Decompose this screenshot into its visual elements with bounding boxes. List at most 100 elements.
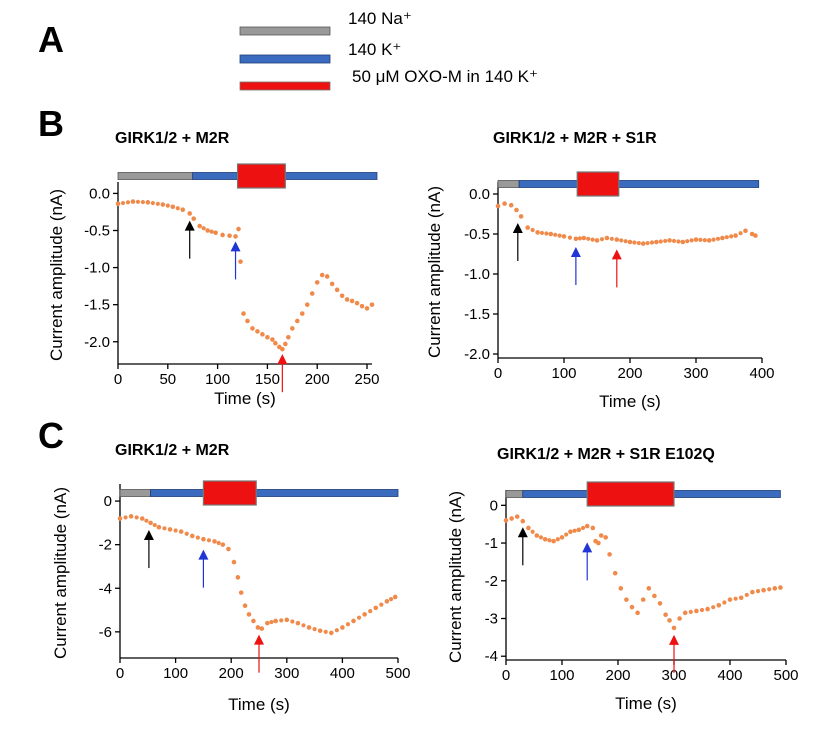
data-point	[526, 525, 531, 531]
data-point	[573, 236, 579, 242]
panel-letter-a: A	[38, 19, 64, 60]
oxo-m-box	[576, 171, 620, 197]
y-tick-label: -1.5	[464, 306, 490, 323]
data-point	[255, 625, 261, 630]
data-point	[568, 529, 573, 535]
data-point	[738, 595, 744, 601]
data-point	[584, 523, 590, 529]
data-point	[117, 516, 123, 521]
y-tick-label: -2.0	[84, 334, 110, 351]
data-point	[187, 211, 193, 216]
data-point-interp	[165, 203, 170, 208]
data-point	[534, 533, 540, 538]
data-point	[598, 533, 604, 538]
data-point-interp	[572, 528, 577, 533]
data-point	[654, 239, 659, 245]
black-arrow-head	[517, 527, 528, 538]
data-point-interp	[577, 236, 582, 241]
data-point-interp	[755, 589, 761, 594]
data-point-interp	[744, 592, 749, 598]
data-point	[607, 552, 612, 557]
data-point	[178, 529, 184, 534]
data-point-interp	[715, 236, 721, 241]
data-point-interp	[539, 230, 545, 236]
na-solution-bar	[497, 180, 520, 188]
y-tick-label: -0.5	[84, 223, 110, 240]
data-point	[548, 231, 554, 237]
chart-title: GIRK1/2 + M2R	[115, 442, 230, 459]
data-point	[694, 608, 699, 614]
data-point	[373, 605, 379, 611]
data-point-interp	[590, 237, 595, 242]
data-point	[273, 340, 278, 346]
data-point	[251, 618, 256, 624]
data-point-interp	[301, 623, 306, 628]
data-point	[260, 332, 265, 337]
data-point	[677, 616, 682, 621]
data-point	[652, 593, 657, 599]
data-point	[238, 259, 243, 264]
y-tick-label: 0	[490, 497, 498, 514]
x-tick-label: 250	[355, 371, 380, 388]
oxo-m-box	[202, 480, 257, 506]
x-tick-label: 0	[494, 365, 502, 382]
data-point	[309, 291, 315, 296]
data-point-interp	[649, 240, 655, 245]
data-point-interp	[636, 240, 641, 246]
data-point-interp	[334, 628, 339, 633]
data-point	[212, 539, 217, 544]
y-axis-label: Current amplitude (nA)	[51, 487, 70, 659]
y-tick-label: -2	[99, 537, 112, 554]
data-point-interp	[345, 622, 351, 627]
data-point	[340, 625, 345, 630]
data-point	[604, 235, 610, 241]
x-tick-label: 500	[385, 665, 410, 682]
data-point-interp	[711, 605, 716, 610]
data-point	[750, 589, 755, 595]
data-point	[646, 586, 652, 591]
data-point	[241, 311, 246, 316]
data-point-interp	[379, 602, 384, 607]
legend-label-na: 140 Na⁺	[348, 9, 412, 28]
y-tick-label: -4	[99, 580, 112, 597]
data-point-interp	[699, 607, 705, 613]
x-tick-label: 200	[219, 665, 244, 682]
data-point	[671, 625, 677, 631]
red-arrow-head	[611, 249, 622, 260]
y-axis-label: Current amplitude (nA)	[47, 189, 66, 361]
data-point	[317, 628, 323, 634]
data-point	[618, 586, 624, 591]
x-tick-label: 200	[605, 667, 630, 684]
data-point-interp	[729, 234, 734, 239]
blue-arrow-head	[582, 542, 593, 553]
y-tick-label: 0	[104, 493, 112, 510]
x-tick-label: 400	[330, 665, 355, 682]
y-tick-label: -6	[99, 624, 112, 641]
x-tick-label: 0	[114, 371, 122, 388]
data-point	[594, 238, 600, 243]
y-tick-label: 0.0	[469, 186, 490, 203]
data-point	[561, 234, 567, 239]
data-point	[640, 241, 646, 246]
data-point	[299, 311, 305, 316]
chart-b-left: GIRK1/2 + M2R 0 50 100 150 200 250 0.0 -0.5 -1.0 -…	[47, 130, 380, 408]
data-point-interp	[767, 587, 772, 592]
x-axis-label: Time (s)	[599, 392, 661, 411]
data-point	[502, 201, 507, 206]
legend: 140 Na⁺ 140 K⁺ 50 μM OXO-M in 140 K⁺	[239, 9, 538, 91]
x-tick-label: 0	[502, 667, 510, 684]
data-point-interp	[663, 238, 668, 244]
data-point-interp	[150, 200, 155, 206]
x-tick-label: 200	[617, 365, 642, 382]
data-point	[629, 604, 635, 610]
x-tick-label: 400	[749, 365, 774, 382]
y-tick-label: -4	[485, 648, 498, 665]
data-point	[351, 618, 356, 624]
data-point	[250, 326, 255, 331]
data-point	[535, 230, 540, 235]
data-point	[284, 617, 290, 623]
data-point	[772, 586, 778, 591]
y-tick-label: -1.5	[84, 297, 110, 314]
data-point-interp	[555, 537, 560, 542]
x-tick-label: 500	[773, 667, 798, 684]
